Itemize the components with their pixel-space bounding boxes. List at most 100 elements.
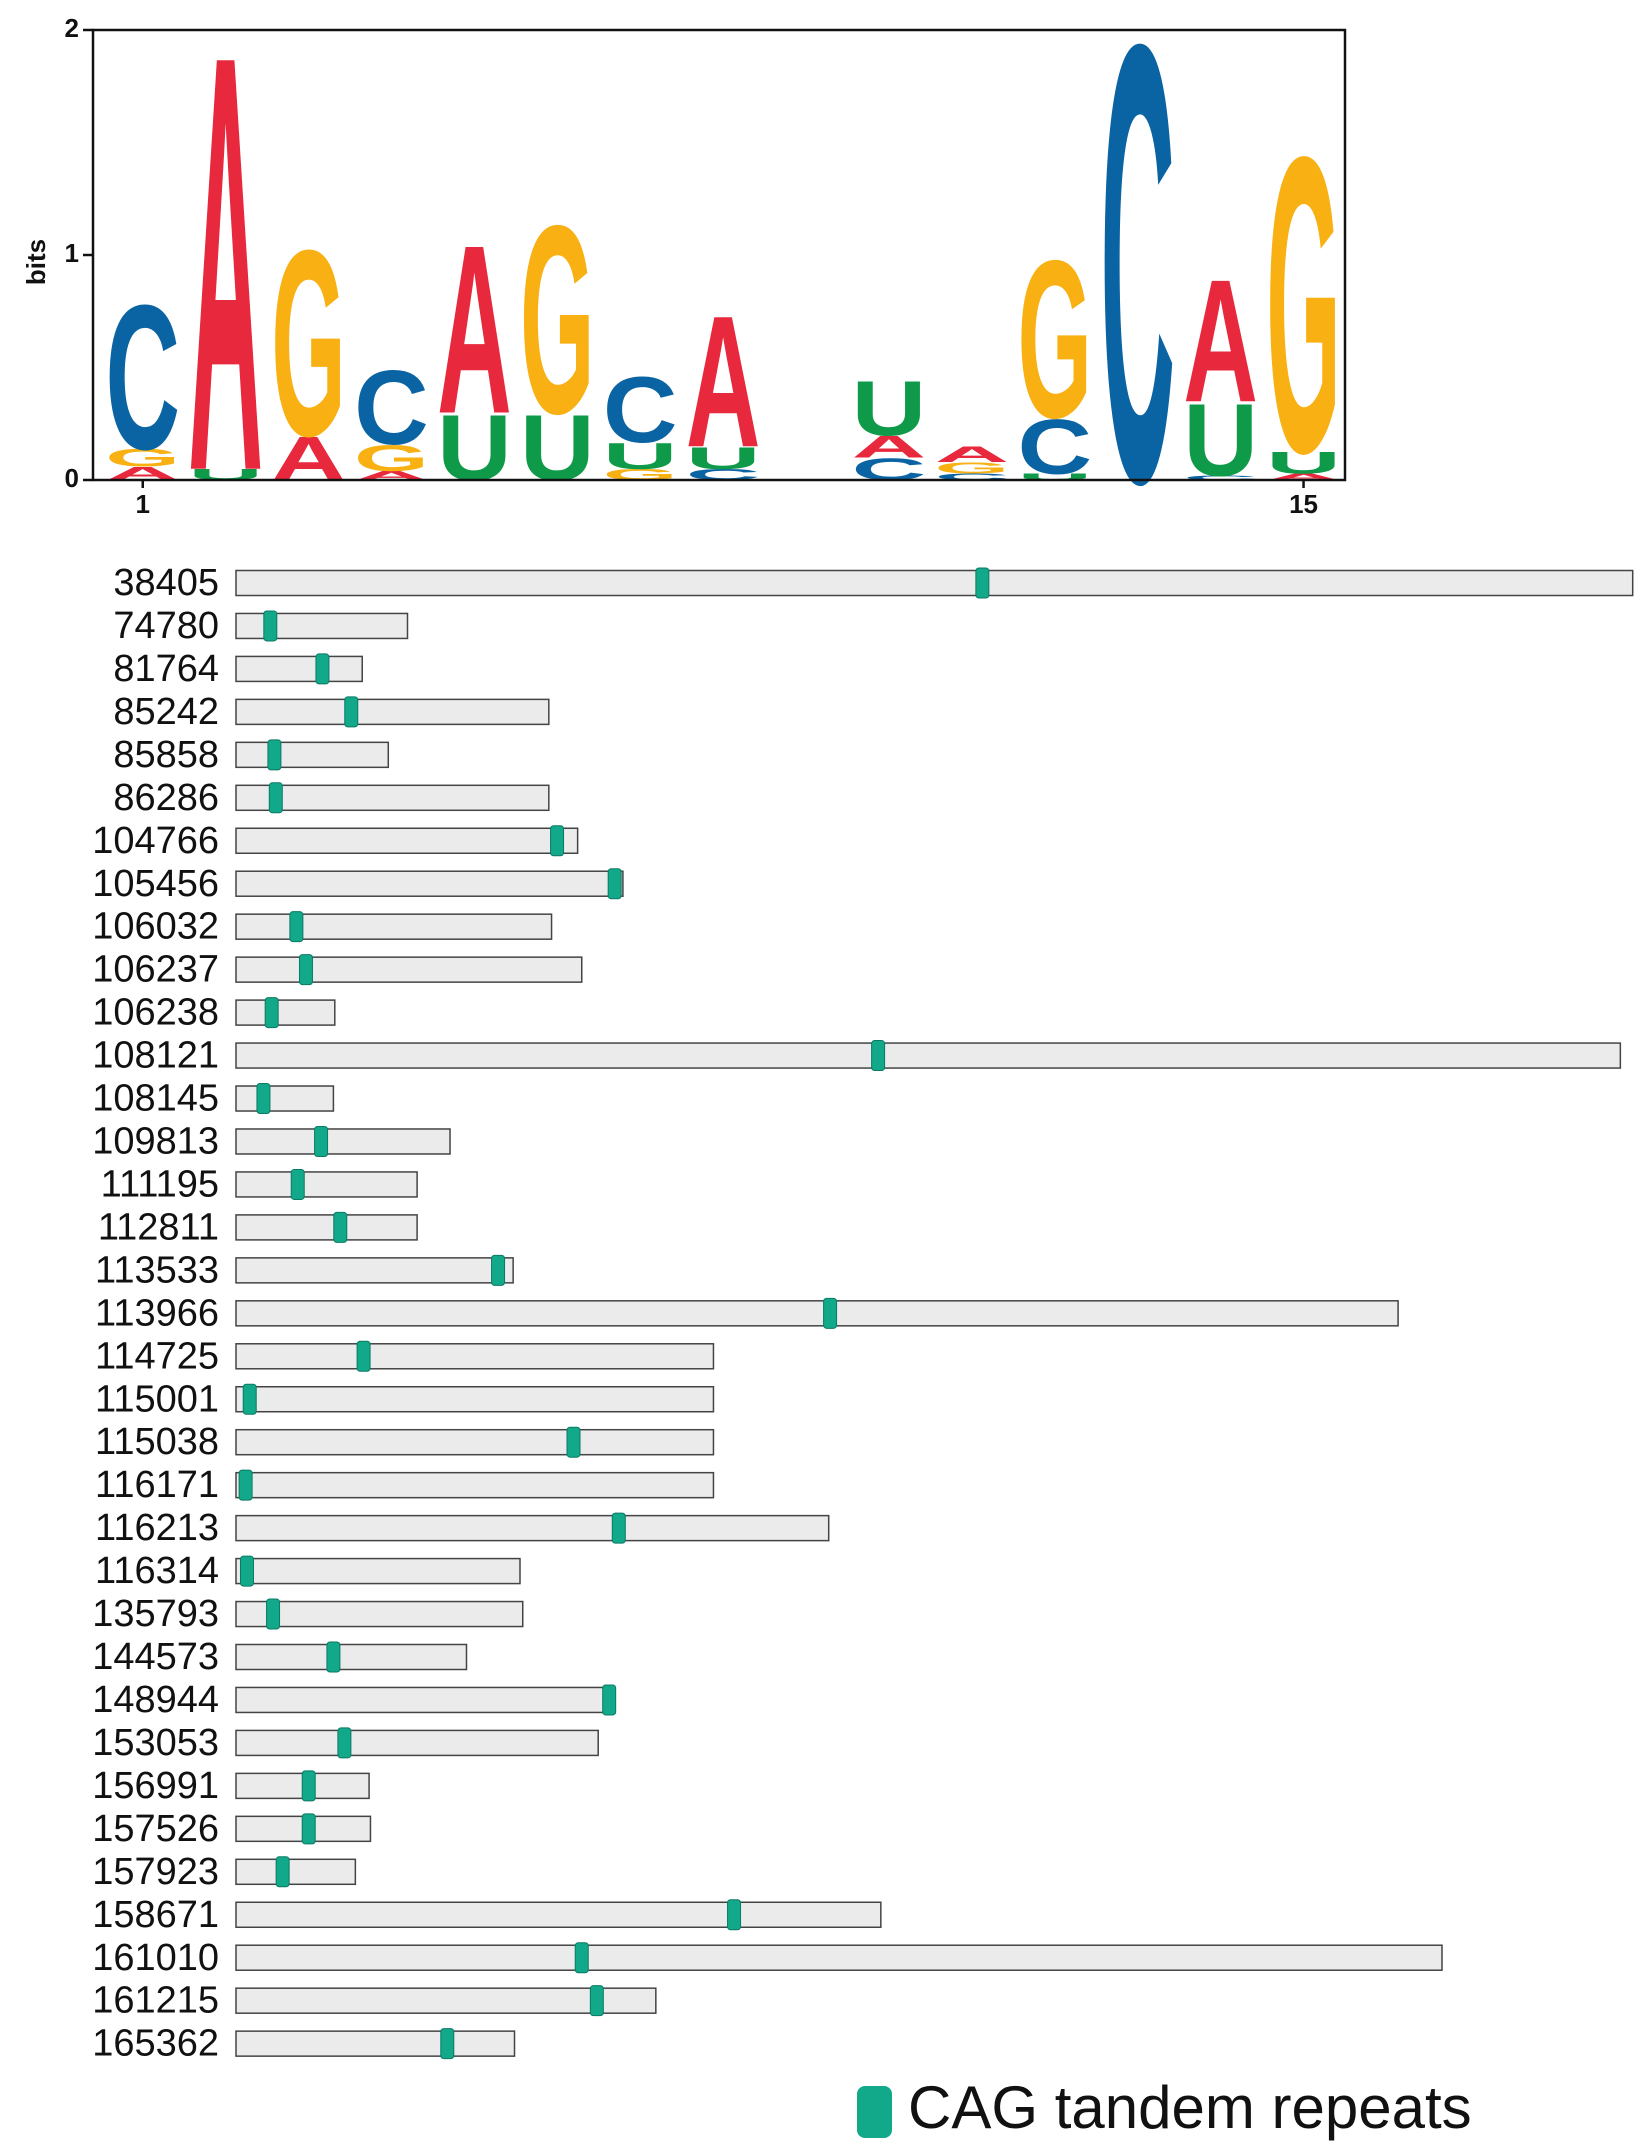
logo-letter: C <box>354 349 429 467</box>
repeat-marker <box>440 2028 455 2060</box>
gene-label: 116213 <box>95 1507 219 1549</box>
repeat-marker <box>333 1211 348 1243</box>
repeat-marker <box>607 868 622 900</box>
repeat-marker <box>314 1125 329 1157</box>
gene-label: 111195 <box>101 1163 219 1205</box>
repeat-marker <box>242 1383 257 1415</box>
gene-bar <box>235 1471 715 1499</box>
gene-label: 106238 <box>92 992 219 1034</box>
logo-letter: U <box>1266 445 1341 480</box>
gene-label: 85858 <box>113 734 219 776</box>
gene-label: 157923 <box>92 1851 219 1893</box>
logo-letter: U <box>437 396 512 500</box>
logo-letter: C <box>1100 0 1175 613</box>
gene-label: 74780 <box>113 605 219 647</box>
gene-bar <box>235 1686 610 1714</box>
gene-bar <box>235 1643 468 1671</box>
logo-letter: G <box>354 437 429 479</box>
gene-bar <box>235 1901 882 1929</box>
logo-letter: A <box>188 0 263 596</box>
gene-label: 158671 <box>92 1894 219 1936</box>
logo-letter: C <box>1183 474 1258 481</box>
repeat-marker <box>326 1641 341 1673</box>
gene-label: 38405 <box>113 562 219 604</box>
gene-label: 161010 <box>92 1937 219 1979</box>
repeat-marker <box>239 1555 254 1587</box>
gene-bar <box>235 2030 516 2057</box>
gene-label: 156991 <box>92 1765 219 1807</box>
gene-label: 112811 <box>98 1206 219 1248</box>
gene-label: 116171 <box>95 1464 219 1506</box>
gene-bar <box>235 827 579 855</box>
gene-bar <box>235 913 553 940</box>
gene-label: 113533 <box>95 1249 219 1291</box>
repeat-marker <box>264 997 279 1029</box>
repeat-marker <box>256 1083 271 1115</box>
gene-bar <box>235 741 390 769</box>
gene-bar <box>235 1987 657 2014</box>
gene-label: 135793 <box>92 1593 219 1635</box>
repeat-marker <box>602 1684 617 1716</box>
repeat-marker <box>267 739 282 771</box>
logo-letter: C <box>1017 403 1092 490</box>
gene-label: 85242 <box>113 691 219 733</box>
gene-label: 86286 <box>113 777 219 819</box>
gene-label: 157526 <box>92 1808 219 1850</box>
logo-letter: G <box>1017 214 1092 466</box>
gene-label: 144573 <box>92 1636 219 1678</box>
repeat-marker <box>491 1254 506 1286</box>
logo-letter: G <box>520 171 595 471</box>
gene-bar <box>235 1257 514 1284</box>
logo-letter: G <box>271 194 346 492</box>
repeat-marker <box>611 1512 626 1544</box>
gene-bar <box>235 1944 1443 1971</box>
logo-letter: U <box>1017 471 1092 482</box>
logo-letter: A <box>852 430 927 465</box>
repeat-marker <box>727 1899 742 1931</box>
repeat-marker <box>871 1040 886 1072</box>
repeat-marker <box>356 1340 371 1372</box>
repeat-marker <box>337 1727 352 1759</box>
gene-label: 113966 <box>95 1292 219 1334</box>
logo-letter: G <box>105 444 180 472</box>
legend-label: CAG tandem repeats <box>908 2074 1472 2141</box>
gene-label: 109813 <box>92 1121 219 1163</box>
gene-bar <box>235 1343 715 1370</box>
gene-bar <box>235 1300 1399 1327</box>
gene-label: 148944 <box>92 1679 219 1721</box>
logo-letter: C <box>105 261 180 492</box>
gene-bar <box>235 999 336 1026</box>
gene-bar <box>235 1085 335 1112</box>
gene-label: 153053 <box>92 1722 219 1764</box>
gene-bar <box>235 1171 418 1198</box>
y-tick-label: 2 <box>65 13 79 43</box>
repeat-marker <box>238 1469 253 1501</box>
logo-letter: A <box>686 278 761 487</box>
repeat-marker <box>589 1985 604 2017</box>
gene-label: 108121 <box>92 1035 219 1077</box>
gene-bar <box>235 1128 451 1155</box>
repeat-marker <box>975 567 990 599</box>
gene-bar <box>235 655 363 683</box>
gene-bar <box>235 1514 830 1542</box>
repeat-marker <box>298 954 313 986</box>
repeat-marker <box>301 1770 316 1802</box>
logo-letter: U <box>520 396 595 500</box>
repeat-marker <box>289 911 304 943</box>
repeat-marker <box>823 1297 838 1329</box>
repeat-marker <box>344 696 359 728</box>
gene-label: 114725 <box>95 1335 219 1377</box>
gene-bar <box>235 1557 521 1585</box>
gene-label: 161215 <box>92 1980 219 2022</box>
repeat-marker <box>268 782 283 814</box>
gene-label: 115001 <box>95 1378 219 1420</box>
gene-bar <box>235 870 624 897</box>
logo-letter: U <box>852 365 927 452</box>
logo-letter: A <box>271 424 346 493</box>
logo-letter: A <box>437 196 512 465</box>
x-tick-label: 15 <box>1289 489 1318 519</box>
repeat-marker <box>290 1168 305 1200</box>
logo-letter: A <box>1183 244 1258 439</box>
